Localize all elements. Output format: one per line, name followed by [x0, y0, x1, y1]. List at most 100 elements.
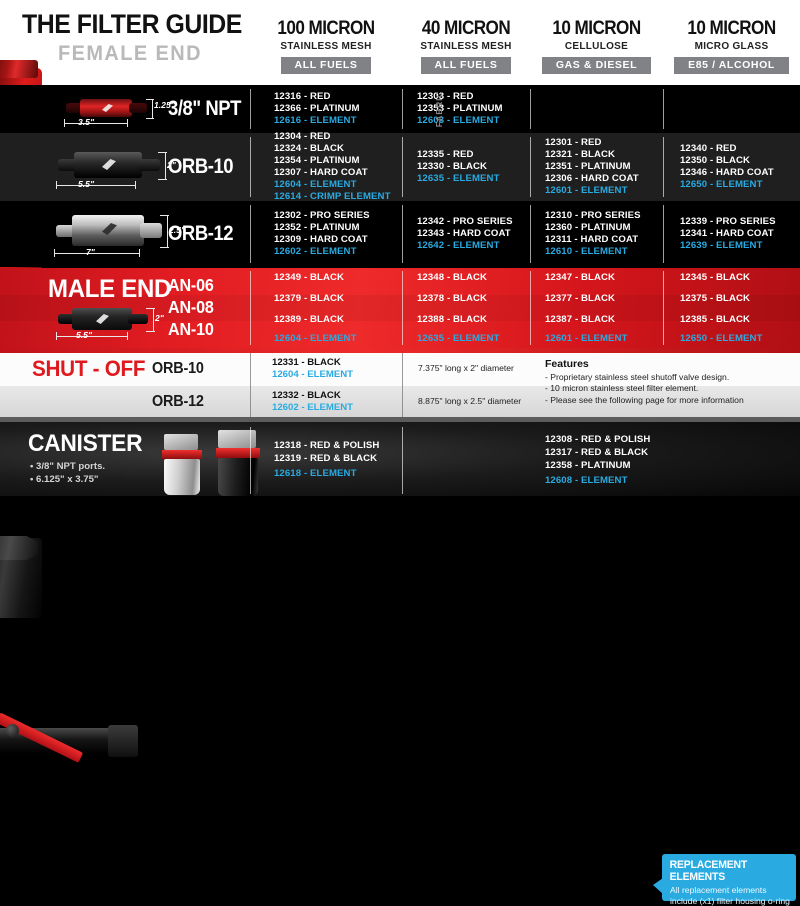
shutoff-size-orb-12: ORB-12	[152, 393, 204, 410]
shutoff-parts-orb-12: 12332 - BLACK 12602 - ELEMENT	[272, 390, 353, 414]
part-number-element: 12642 - ELEMENT	[417, 240, 500, 252]
column-fuel-badge: ALL FUELS	[420, 57, 512, 74]
part-number-element: 12604 - ELEMENT	[272, 369, 354, 380]
section-title-shutoff: SHUT - OFF	[32, 356, 146, 381]
row-thumbnail-cell: 7" 2.5"	[42, 201, 250, 267]
part-number: 12310 - PRO SERIES	[545, 209, 641, 221]
dimension-length: 3.5"	[78, 117, 95, 127]
row-label-text: 3/8" NPT	[168, 97, 242, 120]
part-cell-100-micron: 12302 - PRO SERIES 12352 - PLATINUM 1230…	[274, 201, 402, 267]
shutoff-dimensions-orb-10: 7.375" long x 2" diameter	[418, 363, 514, 373]
part-number: 12351 - PLATINUM	[545, 160, 631, 172]
part-number-element: 12635 - ELEMENT	[417, 333, 500, 344]
canister-spec-item: • 3/8" NPT ports.	[30, 461, 106, 472]
part-cell-10-micron-cellulose: 12310 - PRO SERIES 12360 - PLATINUM 1231…	[545, 201, 665, 267]
fabric-label: FABRIC	[434, 90, 445, 128]
dimension-diameter: 2.5"	[169, 225, 186, 235]
column-micron-label: 10 MICRON	[552, 18, 641, 39]
part-number: 12388 - BLACK	[417, 314, 488, 325]
header-band: THE FILTER GUIDE FEMALE END 100 MICRON S…	[0, 0, 800, 85]
column-fuel-badge: GAS & DIESEL	[541, 57, 652, 74]
column-header-100-micron: 100 MICRON STAINLESS MESH ALL FUELS	[250, 18, 402, 74]
shutoff-section: SHUT - OFF ORB-10 ORB-12 12331 - BLACK 1…	[0, 348, 800, 763]
callout-body: All replacement elements include (x1) fi…	[670, 885, 790, 906]
table-row: 5.5" 2" ORB-10 12304 - RED 12324 - BLACK…	[0, 131, 800, 203]
column-micron-label: 40 MICRON	[421, 18, 511, 39]
product-photo-canister-black	[212, 430, 268, 496]
dimension-diameter: 2"	[167, 160, 176, 170]
part-number-element: 12608 - ELEMENT	[545, 474, 628, 486]
male-part-cell-100-micron: 12349 - BLACK 12379 - BLACK 12389 - BLAC…	[274, 268, 402, 348]
product-photo-shutoff-valve	[0, 700, 150, 770]
part-number: 12318 - RED & POLISH	[274, 440, 380, 451]
male-size-an-10: AN-10	[168, 319, 214, 339]
row-label-38-npt: 3/8" NPT	[168, 85, 284, 133]
part-number: 12335 - RED	[417, 148, 474, 160]
part-number: 12349 - BLACK	[274, 272, 345, 283]
part-number: 12340 - RED	[680, 142, 737, 154]
part-number: 12321 - BLACK	[545, 148, 616, 160]
part-number-element: 12614 - CRIMP ELEMENT	[274, 191, 391, 203]
column-header-10-micron-cellulose: 10 MICRON CELLULOSE GAS & DIESEL	[530, 18, 663, 74]
table-row: 7" 2.5" ORB-12 12302 - PRO SERIES 12352 …	[0, 201, 800, 267]
canister-specs: • 3/8" NPT ports. • 6.125" x 3.75"	[30, 460, 105, 486]
part-number: 12343 - HARD COAT	[417, 227, 511, 239]
part-number: 12345 - BLACK	[680, 272, 751, 283]
row-label-orb-12: ORB-12	[168, 201, 284, 267]
part-number-element: 12635 - ELEMENT	[417, 173, 500, 185]
part-number: 12324 - BLACK	[274, 142, 345, 154]
column-header-10-micron-micro-glass: 10 MICRON MICRO GLASS E85 / ALCOHOL	[663, 18, 800, 74]
product-photo-canister-polish	[158, 434, 210, 495]
product-photo-male-fitting	[0, 536, 45, 618]
part-cell-10-micron-micro-glass: 12340 - RED 12350 - BLACK 12346 - HARD C…	[680, 133, 800, 201]
column-header-40-micron: 40 MICRON STAINLESS MESH ALL FUELS	[402, 18, 530, 74]
part-number-element: 12650 - ELEMENT	[680, 333, 763, 344]
part-number: 12354 - PLATINUM	[274, 154, 360, 166]
feature-item: - Please see the following page for more…	[545, 394, 744, 405]
row-label-orb-10: ORB-10	[168, 133, 284, 201]
part-number: 12332 - BLACK	[272, 390, 341, 401]
column-fuel-badge: ALL FUELS	[280, 57, 372, 74]
shutoff-size-orb-10: ORB-10	[152, 360, 204, 377]
row-thumbnail-cell: 5.5" 2"	[42, 133, 250, 201]
column-media-label: STAINLESS MESH	[280, 41, 372, 52]
part-number: 12303 - RED	[417, 90, 474, 102]
part-number-element: 12604 - ELEMENT	[274, 179, 357, 191]
part-number: 12316 - RED	[274, 90, 331, 102]
part-number-element: 12603 - ELEMENT	[417, 115, 500, 127]
part-number: 12341 - HARD COAT	[680, 227, 774, 239]
row-thumbnail-cell: 3.5" 1.25"	[42, 85, 250, 133]
shutoff-parts-orb-10: 12331 - BLACK 12604 - ELEMENT	[272, 357, 353, 381]
dimension-length: 5.5"	[76, 330, 93, 340]
part-number: 12302 - PRO SERIES	[274, 209, 370, 221]
shutoff-row-orb-10-bg	[0, 353, 800, 386]
male-size-an-06: AN-06	[168, 275, 214, 295]
part-number-element: 12602 - ELEMENT	[274, 246, 357, 258]
part-number: 12342 - PRO SERIES	[417, 215, 513, 227]
part-number: 12308 - RED & POLISH	[545, 433, 651, 445]
part-cell-10-micron-cellulose: 12301 - RED 12321 - BLACK 12351 - PLATIN…	[545, 133, 665, 201]
part-number-element: 12602 - ELEMENT	[272, 402, 354, 413]
part-number: 12387 - BLACK	[545, 314, 616, 325]
part-number: 12330 - BLACK	[417, 160, 488, 172]
part-number: 12307 - HARD COAT	[274, 167, 368, 178]
part-number: 12350 - BLACK	[680, 154, 751, 166]
part-cell-40-micron: 12335 - RED 12330 - BLACK 12635 - ELEMEN…	[417, 133, 535, 201]
part-number: 12366 - PLATINUM	[274, 102, 360, 114]
part-number: 12306 - HARD COAT	[545, 173, 639, 185]
shutoff-dimensions-orb-12: 8.875" long x 2.5" diameter	[418, 396, 522, 406]
column-fuel-badge: E85 / ALCOHOL	[674, 57, 789, 74]
part-number-element: 12639 - ELEMENT	[680, 240, 763, 252]
male-part-cell-40-micron: 12348 - BLACK 12378 - BLACK 12388 - BLAC…	[417, 268, 535, 348]
part-number: 12309 - HARD COAT	[274, 234, 368, 245]
part-cell-40-micron: 12342 - PRO SERIES 12343 - HARD COAT 126…	[417, 201, 535, 267]
features-block: Features - Proprietary stainless steel s…	[545, 358, 744, 406]
section-subtitle-female-end: FEMALE END	[58, 42, 202, 65]
part-number: 12360 - PLATINUM	[545, 221, 631, 233]
part-number: 12319 - RED & BLACK	[274, 453, 378, 464]
dimension-length: 7"	[86, 247, 95, 257]
male-end-section: MALE END 5.5" 2" AN-06 AN-08 AN-10 12349…	[0, 268, 800, 618]
canister-part-cell-10-micron-cellulose: 12308 - RED & POLISH 12317 - RED & BLACK…	[545, 422, 675, 499]
part-number: 12331 - BLACK	[272, 357, 341, 368]
